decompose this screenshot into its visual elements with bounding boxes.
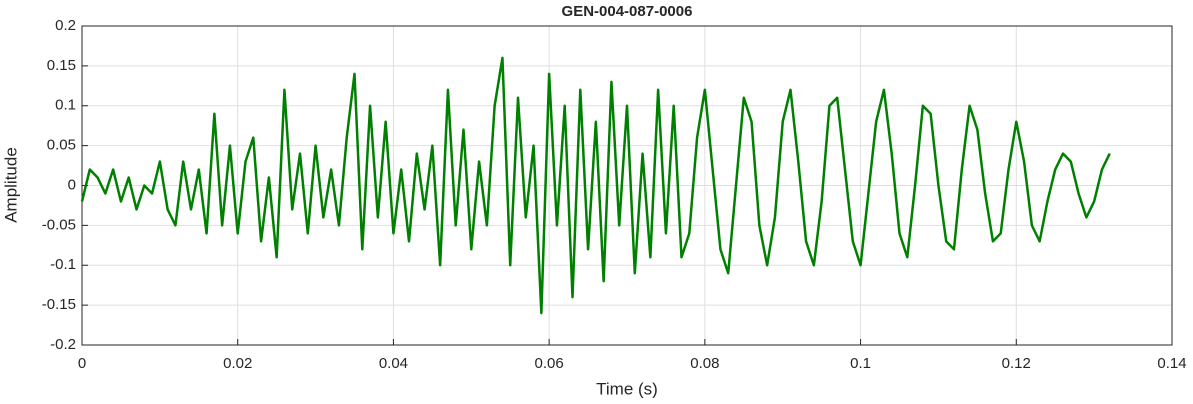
x-tick-label: 0.06 — [535, 355, 564, 372]
x-axis-label: Time (s) — [596, 379, 658, 398]
y-tick-label: 0.15 — [47, 57, 76, 74]
x-tick-label: 0.04 — [379, 355, 408, 372]
y-tick-label: 0.05 — [47, 137, 76, 154]
y-tick-label: -0.15 — [42, 296, 76, 313]
y-tick-label: -0.2 — [50, 336, 76, 353]
y-axis-label: Amplitude — [1, 147, 20, 223]
x-tick-label: 0.14 — [1157, 355, 1186, 372]
y-tick-label: 0 — [68, 176, 76, 193]
y-tick-label: 0.1 — [55, 97, 76, 114]
y-tick-label: -0.1 — [50, 256, 76, 273]
x-tick-label: 0.02 — [223, 355, 252, 372]
x-tick-label: 0.08 — [690, 355, 719, 372]
chart-title: GEN-004-087-0006 — [562, 3, 693, 20]
x-tick-label: 0.1 — [850, 355, 871, 372]
x-tick-label: 0 — [78, 355, 86, 372]
y-tick-label: -0.05 — [42, 216, 76, 233]
y-tick-label: 0.2 — [55, 17, 76, 34]
x-tick-label: 0.12 — [1002, 355, 1031, 372]
signal-line — [80, 56, 1111, 315]
plot-frame — [81, 25, 1173, 346]
